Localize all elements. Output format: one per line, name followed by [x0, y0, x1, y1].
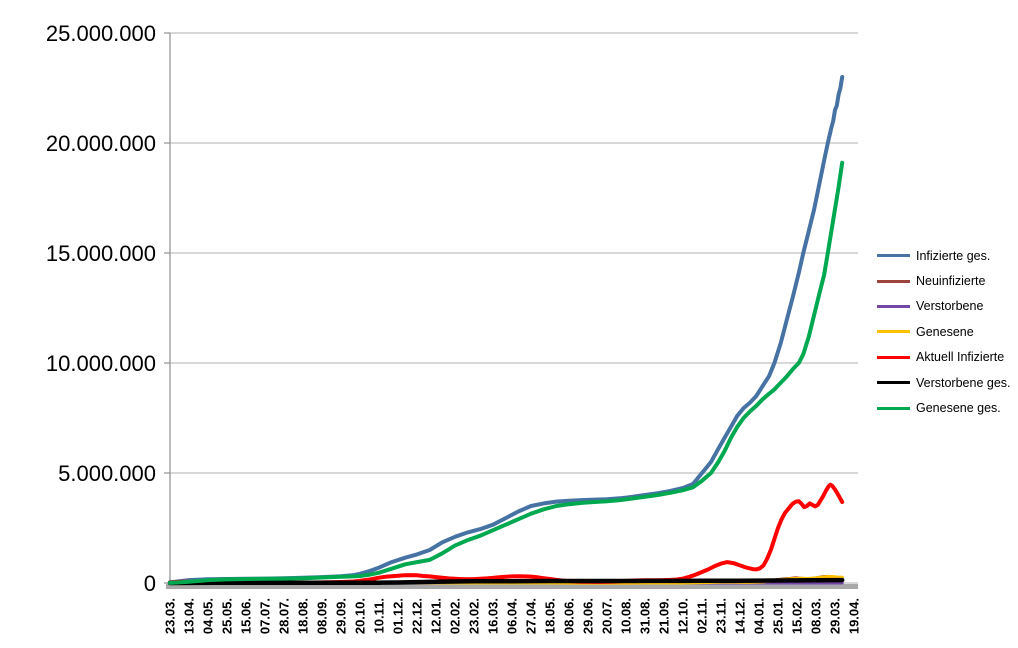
legend-label: Neuinfizierte — [916, 274, 986, 289]
x-axis-tick-label: 28.07. — [277, 598, 292, 634]
series-line-verstorbene-ges — [167, 577, 845, 586]
x-axis-tick-label: 12.01. — [429, 598, 444, 634]
legend-item-verstorbene: Verstorbene — [877, 294, 1011, 319]
legend-item-infizierte-ges: Infizierte ges. — [877, 243, 1011, 268]
legend: Infizierte ges. Neuinfizierte Verstorbene G… — [877, 243, 1011, 421]
x-axis-tick-label: 15.06. — [239, 598, 254, 634]
x-axis-tick-label: 02.11. — [695, 598, 710, 633]
legend-label: Infizierte ges. — [916, 248, 991, 263]
legend-item-neuinfizierte: Neuinfizierte — [877, 268, 1011, 293]
x-axis-tick-label: 20.10. — [353, 598, 368, 634]
x-axis-tick-label: 21.09. — [657, 598, 672, 634]
x-axis-tick-label: 13.04. — [182, 598, 197, 634]
x-axis-tick-label: 23.03. — [163, 598, 178, 634]
x-axis-tick-label: 04.05. — [201, 598, 216, 634]
y-axis-tick-label: 10.000.000 — [46, 351, 156, 376]
x-axis-tick-label: 25.01. — [771, 598, 786, 634]
legend-swatch-verstorbene — [877, 304, 910, 308]
legend-item-genesene: Genesene — [877, 319, 1011, 344]
x-axis-tick-label: 04.01. — [752, 598, 767, 634]
x-axis-tick-label: 29.09. — [334, 598, 349, 634]
x-axis-tick-label: 31.08. — [638, 598, 653, 634]
legend-label: Genesene ges. — [916, 401, 1001, 416]
y-axis-tick-label: 20.000.000 — [46, 131, 156, 156]
legend-swatch-neuinfizierte — [877, 279, 910, 283]
y-axis-tick-label: 0 — [144, 571, 156, 596]
legend-swatch-genesene-ges — [877, 406, 910, 410]
series-line-genesene-ges — [168, 160, 845, 585]
series-line-infizierte-ges — [168, 75, 845, 585]
x-axis-tick-label: 16.03. — [486, 598, 501, 634]
x-axis-tick-label: 25.05. — [220, 598, 235, 634]
x-axis-tick-label: 27.04. — [524, 598, 539, 634]
x-axis-tick-label: 02.02. — [448, 598, 463, 634]
x-axis-tick-label: 08.06. — [562, 598, 577, 634]
x-axis-tick-label: 01.12. — [391, 598, 406, 634]
legend-label: Genesene — [916, 324, 974, 339]
x-axis-tick-label: 06.04. — [505, 598, 520, 634]
x-axis-line — [166, 584, 858, 589]
series-line-aktuell-infizierte — [168, 482, 845, 585]
x-axis-tick-label: 10.08. — [619, 598, 634, 634]
legend-item-aktuell-infizierte: Aktuell Infizierte — [877, 345, 1011, 370]
x-axis-tick-label: 23.02. — [467, 598, 482, 634]
x-axis-tick-label: 18.08. — [296, 598, 311, 634]
y-axis-tick-label: 15.000.000 — [46, 241, 156, 266]
legend-label: Aktuell Infizierte — [916, 350, 1005, 365]
legend-label: Verstorbene — [916, 299, 984, 314]
x-axis-tick-label: 07.07. — [258, 598, 273, 634]
x-axis-tick-label: 08.09. — [315, 598, 330, 634]
x-axis-tick-label: 22.12. — [410, 598, 425, 634]
x-axis-tick-label: 29.06. — [581, 598, 596, 634]
legend-item-genesene-ges: Genesene ges. — [877, 395, 1011, 420]
x-axis-tick-label: 23.11. — [714, 598, 729, 633]
y-axis-tick-label: 5.000.000 — [58, 461, 156, 486]
x-axis-tick-label: 10.11. — [372, 598, 387, 633]
x-axis-tick-label: 20.07. — [600, 598, 615, 634]
x-axis-tick-label: 29.03. — [828, 598, 843, 634]
x-axis-tick-label: 14.12. — [733, 598, 748, 634]
legend-swatch-aktuell-infizierte — [877, 355, 910, 359]
x-axis-tick-label: 12.10. — [676, 598, 691, 634]
x-axis-tick-label: 18.05. — [543, 598, 558, 634]
legend-swatch-verstorbene-ges — [877, 381, 910, 385]
x-axis-tick-label: 15.02. — [790, 598, 805, 634]
x-axis-tick-label: 08.03. — [809, 598, 824, 634]
legend-item-verstorbene-ges: Verstorbene ges. — [877, 370, 1011, 395]
legend-swatch-infizierte-ges — [877, 254, 910, 258]
y-axis-tick-label: 25.000.000 — [46, 21, 156, 46]
legend-swatch-genesene — [877, 330, 910, 334]
x-axis-tick-label: 19.04. — [847, 598, 862, 634]
legend-label: Verstorbene ges. — [916, 375, 1011, 390]
